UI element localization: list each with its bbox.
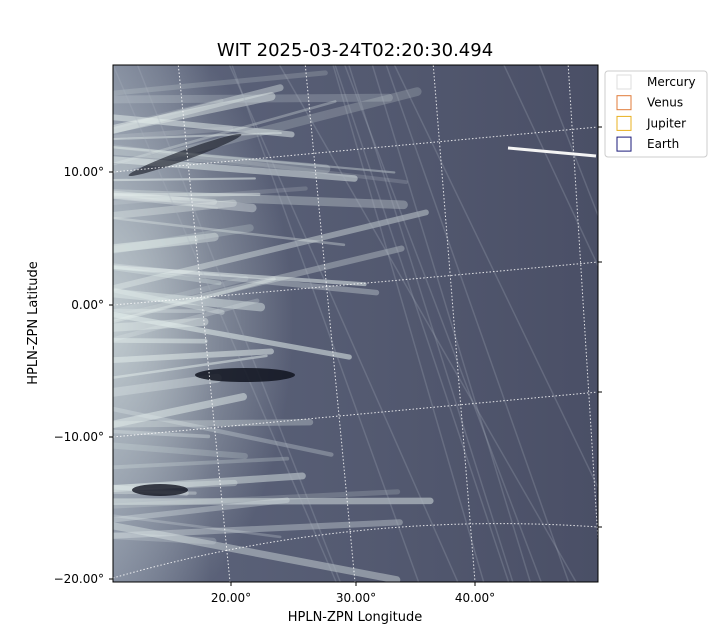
legend: Mercury Venus Jupiter Earth (605, 71, 707, 157)
legend-label: Mercury (647, 75, 696, 89)
y-tick-label: −10.00° (54, 430, 104, 444)
legend-label: Earth (647, 137, 679, 151)
y-tick-label: −20.00° (54, 572, 104, 586)
y-tick-label: 0.00° (71, 298, 104, 312)
legend-label: Jupiter (646, 116, 686, 130)
title: WIT 2025-03-24T02:20:30.494 (217, 40, 493, 61)
streak (113, 422, 310, 424)
x-tick-label: 40.00° (455, 591, 495, 605)
streak (113, 340, 205, 341)
y-tick-label: 10.00° (64, 165, 104, 179)
x-tick-label: 20.00° (211, 591, 251, 605)
legend-label: Venus (647, 96, 683, 110)
x-axis-label: HPLN-ZPN Longitude (288, 610, 423, 625)
x-tick-label: 30.00° (336, 591, 376, 605)
y-axis-label: HPLN-ZPN Latitude (26, 261, 41, 384)
